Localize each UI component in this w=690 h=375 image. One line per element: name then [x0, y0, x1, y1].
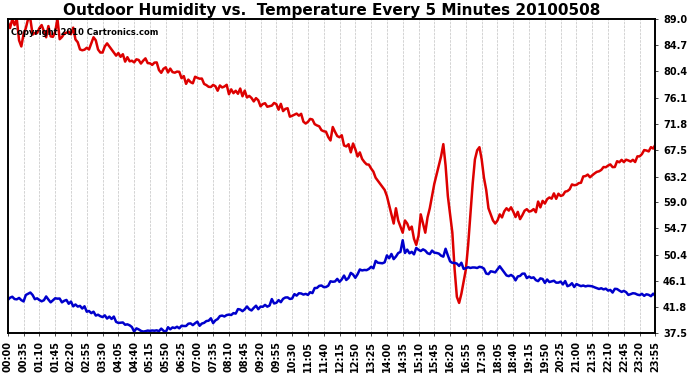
Title: Outdoor Humidity vs.  Temperature Every 5 Minutes 20100508: Outdoor Humidity vs. Temperature Every 5…: [63, 3, 600, 18]
Text: Copyright 2010 Cartronics.com: Copyright 2010 Cartronics.com: [11, 28, 159, 38]
